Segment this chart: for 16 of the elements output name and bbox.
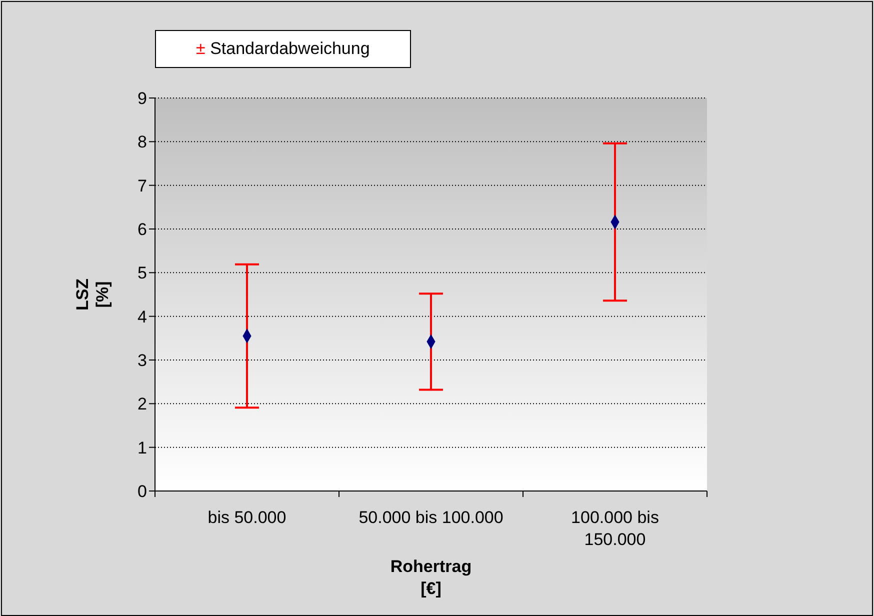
y-tick-label: 5	[138, 264, 147, 283]
y-tick-label: 2	[138, 394, 147, 414]
x-tick-label: bis 50.000	[208, 508, 286, 527]
x-tick-label: 50.000 bis 100.000	[358, 508, 504, 527]
y-tick-label: 0	[138, 482, 147, 502]
y-axis-title: LSZ [%]	[73, 278, 112, 311]
y-tick-label: 3	[138, 351, 147, 370]
text: ± Standardabweichung	[155, 30, 411, 68]
y-tick-label: 7	[138, 176, 147, 196]
y-tick-label: 9	[138, 89, 147, 108]
y-tick-label: 6	[138, 220, 147, 240]
x-axis-title: Rohertrag [€]	[390, 557, 472, 598]
y-tick-label: 8	[138, 132, 147, 152]
y-tick-label: 4	[138, 307, 147, 326]
y-tick-label: 1	[138, 438, 147, 458]
x-tick-label: 100.000 bis 150.000	[571, 508, 659, 549]
